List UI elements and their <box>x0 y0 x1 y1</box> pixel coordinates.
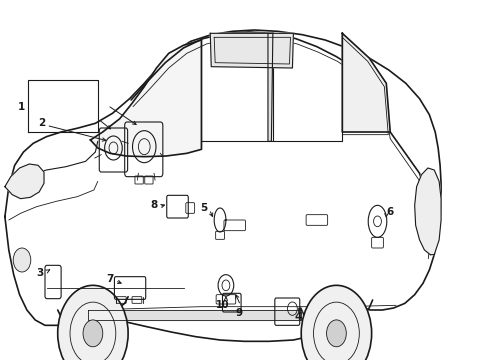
Circle shape <box>13 248 31 272</box>
Polygon shape <box>5 164 44 199</box>
Circle shape <box>58 285 128 360</box>
Text: 3: 3 <box>37 268 43 278</box>
Text: 2: 2 <box>38 118 45 128</box>
Text: 7: 7 <box>106 274 113 284</box>
Polygon shape <box>210 33 293 68</box>
Text: 6: 6 <box>386 207 393 217</box>
Polygon shape <box>5 30 440 341</box>
Polygon shape <box>414 168 440 255</box>
Text: 9: 9 <box>235 308 242 318</box>
Text: 1: 1 <box>18 102 25 112</box>
Text: 10: 10 <box>215 300 229 310</box>
Polygon shape <box>88 310 300 320</box>
Circle shape <box>301 285 371 360</box>
Polygon shape <box>342 33 389 132</box>
Text: 4: 4 <box>294 312 302 322</box>
Circle shape <box>326 320 346 347</box>
Polygon shape <box>90 40 201 157</box>
Text: 8: 8 <box>150 200 157 210</box>
Text: 5: 5 <box>200 203 207 213</box>
Polygon shape <box>267 33 272 141</box>
Circle shape <box>83 320 102 347</box>
